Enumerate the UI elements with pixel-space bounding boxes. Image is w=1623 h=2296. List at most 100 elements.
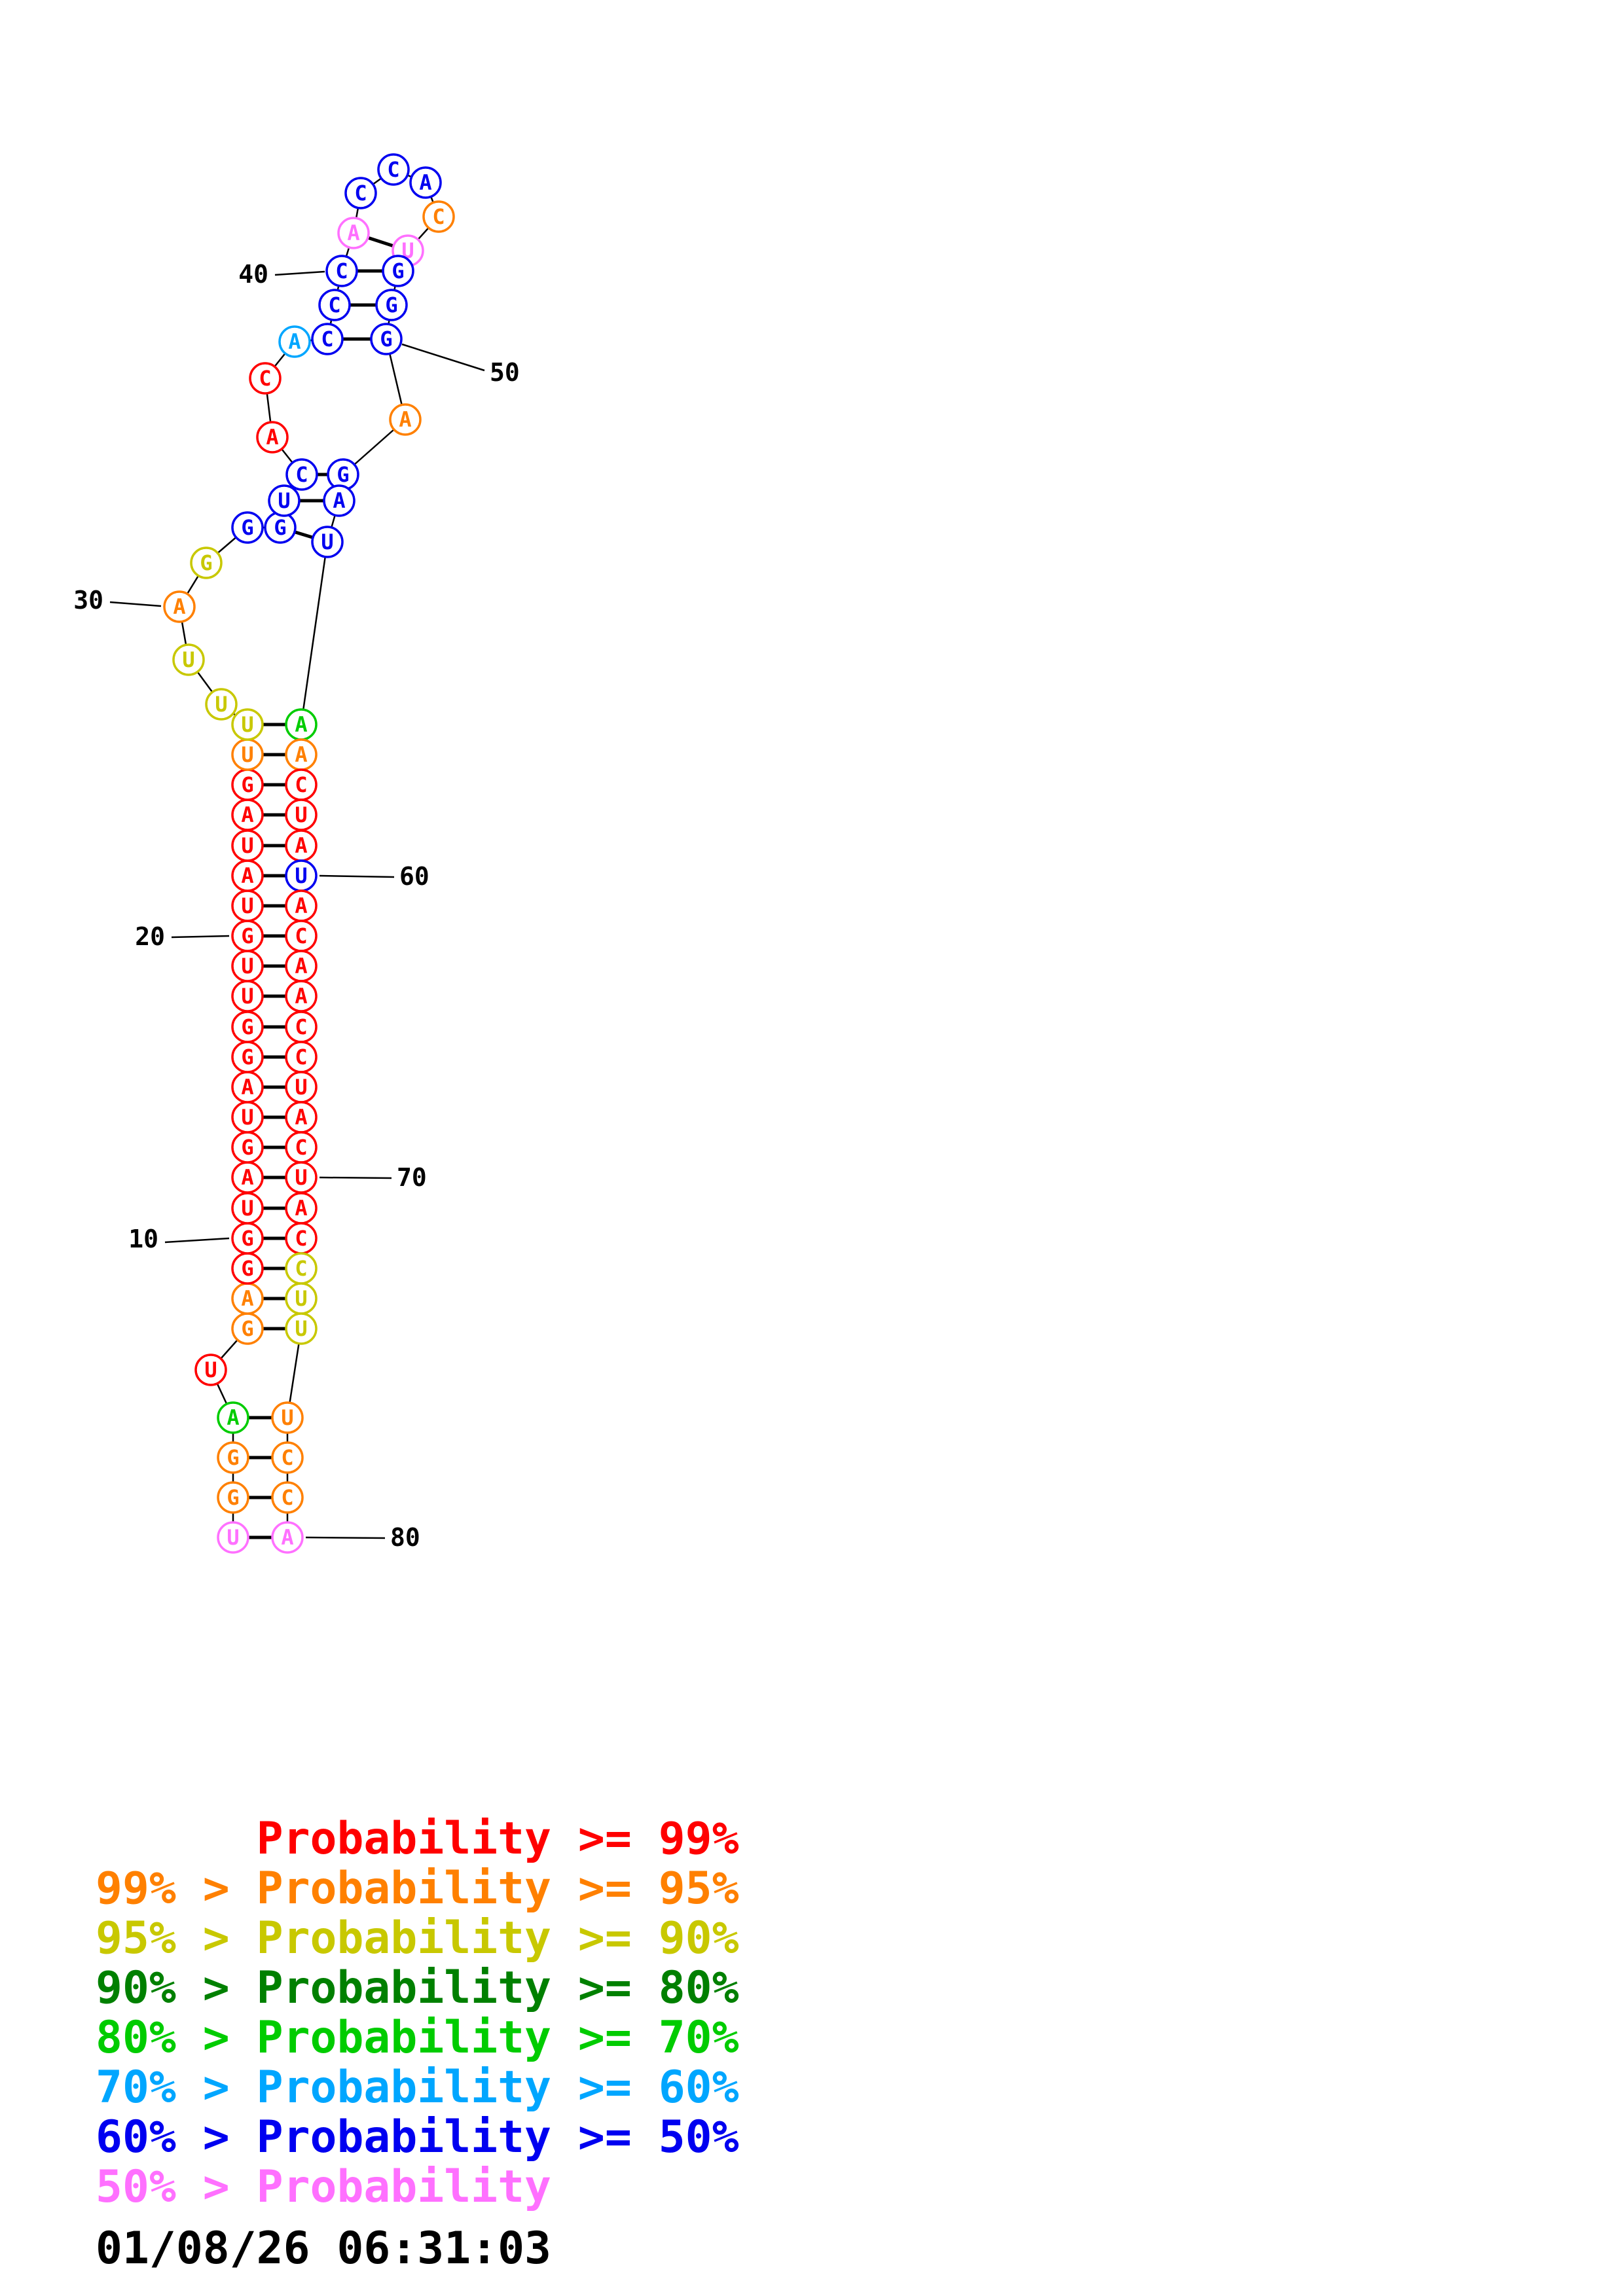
nucleotide: C bbox=[285, 1222, 318, 1255]
nucleotide: G bbox=[231, 768, 264, 801]
backbone-segment bbox=[300, 541, 329, 725]
nucleotide-circle bbox=[409, 166, 442, 199]
nucleotide: A bbox=[409, 166, 442, 199]
nucleotide-letter: A bbox=[295, 833, 307, 858]
nucleotide: A bbox=[217, 1401, 249, 1434]
nucleotide: G bbox=[264, 511, 297, 544]
nucleotide-letter: G bbox=[241, 515, 253, 540]
nucleotide-circle bbox=[311, 526, 344, 558]
nucleotide: A bbox=[285, 738, 318, 771]
nucleotide-letter: G bbox=[241, 1014, 253, 1039]
label-leader-line bbox=[274, 270, 325, 276]
nucleotide: G bbox=[231, 511, 264, 544]
nucleotide-circle bbox=[249, 362, 282, 395]
nucleotide: U bbox=[285, 798, 318, 831]
nucleotide-circle bbox=[422, 200, 455, 233]
nucleotide-letter: U bbox=[281, 1405, 293, 1430]
label-leader-line bbox=[305, 1536, 386, 1539]
position-label: 80 bbox=[390, 1523, 420, 1552]
nucleotide: A bbox=[231, 1282, 264, 1315]
nucleotide: C bbox=[271, 1481, 304, 1514]
nucleotide-letter: G bbox=[392, 259, 404, 283]
legend-line: Probability >= 99% bbox=[96, 1813, 739, 1865]
nucleotide: A bbox=[163, 590, 196, 623]
nucleotide-letter: C bbox=[295, 1226, 307, 1251]
nucleotide-circle bbox=[172, 643, 205, 676]
position-label: 60 bbox=[399, 862, 429, 891]
nucleotide-letter: G bbox=[200, 550, 212, 575]
nucleotide: C bbox=[249, 362, 282, 395]
nucleotide-letter: A bbox=[399, 407, 411, 432]
label-leader-line bbox=[109, 601, 162, 607]
nucleotide: A bbox=[285, 950, 318, 982]
legend-line: 50% > Probability bbox=[96, 2161, 551, 2213]
nucleotide-letter: U bbox=[215, 692, 227, 717]
nucleotide-circle bbox=[217, 1401, 249, 1434]
nucleotide: U bbox=[231, 950, 264, 982]
nucleotide: C bbox=[285, 1131, 318, 1164]
nucleotide-circle bbox=[382, 255, 414, 287]
nucleotide: U bbox=[271, 1401, 304, 1434]
nucleotide-letter: A bbox=[347, 221, 359, 245]
nucleotide: U bbox=[172, 643, 205, 676]
nucleotide: U bbox=[285, 1282, 318, 1315]
nucleotide-letter: A bbox=[295, 954, 307, 978]
nucleotide-letter: C bbox=[387, 157, 399, 182]
nucleotide-letter: C bbox=[295, 1256, 307, 1281]
nucleotide-circle bbox=[325, 255, 358, 287]
nucleotide-letter: G bbox=[385, 293, 397, 317]
nucleotide: U bbox=[285, 1071, 318, 1103]
nucleotide-letter: C bbox=[328, 293, 340, 317]
nucleotide-circle bbox=[163, 590, 196, 623]
nucleotide: A bbox=[231, 1161, 264, 1194]
nucleotide-letter: U bbox=[295, 1075, 307, 1100]
nucleotide: G bbox=[231, 1041, 264, 1073]
nucleotide-letter: A bbox=[295, 1196, 307, 1221]
nucleotide: U bbox=[231, 889, 264, 922]
nucleotide: U bbox=[205, 688, 238, 721]
nucleotide: C bbox=[285, 768, 318, 801]
nucleotide-letter: C bbox=[281, 1445, 293, 1470]
nucleotide-letter: A bbox=[295, 742, 307, 767]
nucleotide: G bbox=[217, 1441, 249, 1474]
position-label: 50 bbox=[490, 358, 520, 387]
position-label: 20 bbox=[135, 922, 165, 951]
nucleotide: G bbox=[370, 323, 403, 355]
nucleotide: G bbox=[231, 1222, 264, 1255]
nucleotide: A bbox=[285, 708, 318, 741]
nucleotide: C bbox=[344, 177, 377, 209]
label-leader-line bbox=[171, 935, 230, 939]
nucleotide-letter: A bbox=[241, 1286, 253, 1311]
nucleotide-letter: C bbox=[321, 327, 333, 351]
nucleotide: G bbox=[231, 1252, 264, 1285]
nucleotide-letter: G bbox=[274, 515, 286, 540]
nucleotide: G bbox=[327, 458, 359, 491]
nucleotide-circle bbox=[268, 484, 301, 517]
nucleotide: C bbox=[271, 1441, 304, 1474]
nucleotide: C bbox=[318, 289, 351, 321]
nucleotide-letter: U bbox=[241, 954, 253, 978]
nucleotide-letter: C bbox=[432, 204, 445, 229]
legend-line: 95% > Probability >= 90% bbox=[96, 1912, 739, 1964]
nucleotide-letter: U bbox=[241, 893, 253, 918]
nucleotide-letter: U bbox=[278, 488, 290, 513]
nucleotide: A bbox=[285, 1192, 318, 1225]
nucleotide-letter: U bbox=[241, 984, 253, 1009]
nucleotide-letter: U bbox=[295, 863, 307, 888]
nucleotide-letter: A bbox=[266, 425, 278, 450]
nucleotide-letter: U bbox=[241, 1196, 253, 1221]
nucleotide-letter: U bbox=[241, 833, 253, 858]
nucleotide-letter: A bbox=[419, 170, 431, 195]
nucleotide: G bbox=[231, 1312, 264, 1345]
nucleotide-letter: G bbox=[241, 772, 253, 797]
timestamp: 01/08/26 06:31:03 bbox=[96, 2223, 551, 2274]
nucleotide: U bbox=[268, 484, 301, 517]
nucleotide: G bbox=[231, 1011, 264, 1043]
nucleotide: A bbox=[285, 889, 318, 922]
nucleotide: G bbox=[231, 1131, 264, 1164]
legend-line: 80% > Probability >= 70% bbox=[96, 2012, 739, 2064]
nucleotide-letter: C bbox=[295, 772, 307, 797]
nucleotide: G bbox=[382, 255, 414, 287]
